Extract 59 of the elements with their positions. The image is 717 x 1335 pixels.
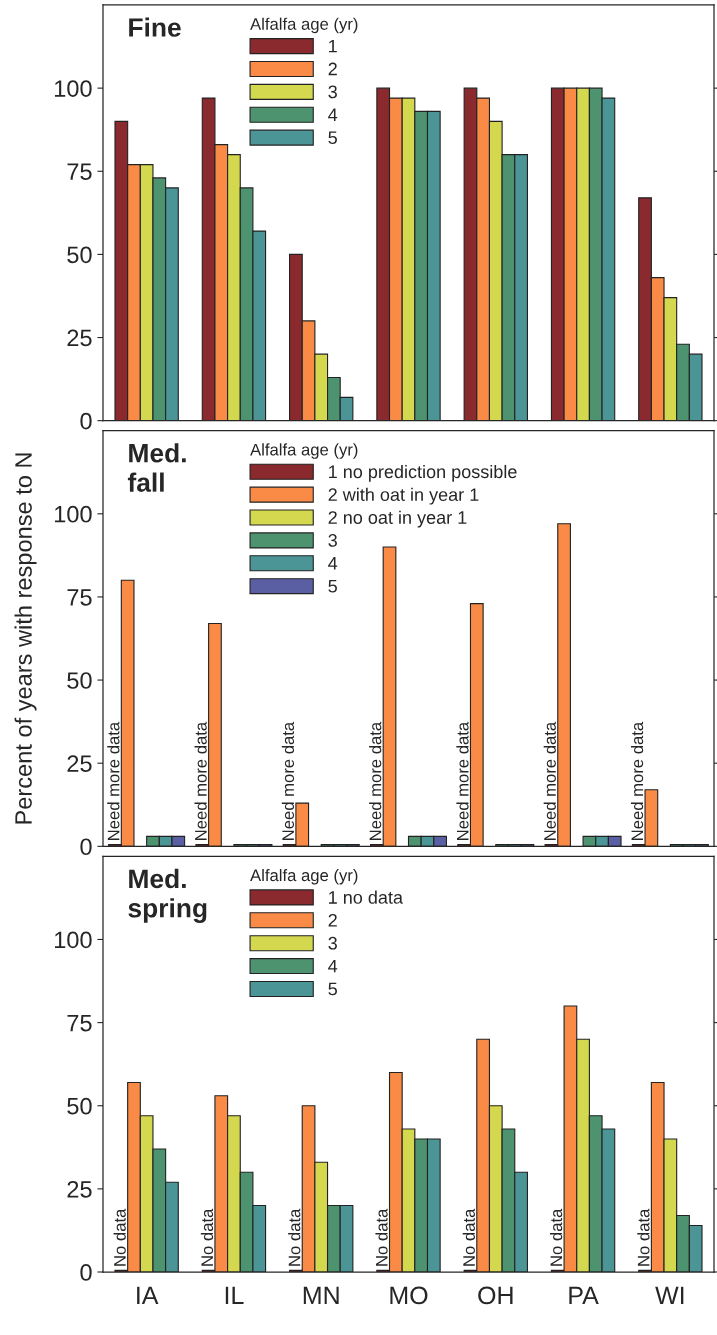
legend-title: Alfalfa age (yr) [250,868,358,885]
legend-label: 3 [328,85,337,99]
y-tick-label: 100 [54,505,92,523]
y-tick-label: 25 [67,329,92,347]
y-axis-title: Percent of years with response to N [14,453,37,824]
y-tick-label: 50 [67,672,92,689]
annotation: No data [375,1208,388,1266]
legend-label: 4 [328,557,338,570]
y-tick-label: 50 [67,246,92,264]
y-tick-label: 75 [67,163,92,181]
x-tick-label: PA [569,1286,599,1305]
y-tick-label: 75 [67,1014,92,1032]
chart-title: Fine [129,17,181,37]
legend-label: 3 [328,534,337,547]
annotation: Need more data [369,721,382,840]
y-tick-label: 0 [80,838,92,856]
legend-label: 3 [328,936,337,950]
x-tick-label: IA [137,1286,159,1305]
x-tick-label: MO [390,1286,428,1305]
y-tick-label: 25 [67,755,92,772]
annotation: No data [549,1208,563,1266]
legend-label: 2 with oat in year 1 [328,487,479,505]
x-tick-label: MN [303,1286,339,1305]
legend-label: 2 no oat in year 1 [328,510,467,528]
text: Med. spring [128,868,207,923]
y-tick-label: 75 [67,589,92,606]
legend-label: 2 [328,62,337,76]
y-tick-label: 0 [80,412,92,430]
annotation: Need more data [543,721,556,840]
annotation: Need more data [281,721,295,840]
y-tick-label: 100 [54,80,92,97]
legend-label: 1 no prediction possible [329,464,517,482]
legend-label: 1 no data [329,890,403,904]
legend-label: 2 [328,913,337,927]
text: Med. fall [127,443,186,492]
annotation: No data [288,1208,301,1266]
y-tick-label: 100 [54,931,92,949]
legend-label: 5 [328,131,337,145]
annotation: No data [462,1208,475,1266]
y-tick-label: 0 [80,1264,92,1281]
x-tick-label: OH [478,1286,513,1305]
annotation: No data [113,1208,126,1266]
y-tick-label: 50 [67,1097,92,1115]
annotation: Need more data [107,721,120,840]
legend-label: 5 [328,982,337,996]
legend-title: Alfalfa age (yr) [250,443,358,459]
annotation: Need more data [194,721,207,840]
legend-label: 4 [328,108,338,121]
annotation: No data [200,1208,214,1266]
annotation: Need more data [456,721,469,840]
legend-label: 5 [328,579,337,593]
x-tick-label: IL [225,1286,244,1305]
annotation: Need more data [630,721,644,840]
annotation: No data [637,1208,650,1266]
legend-title: Alfalfa age (yr) [250,17,358,34]
y-tick-label: 25 [67,1180,92,1198]
x-tick-label: WI [655,1286,684,1305]
legend-label: 4 [328,959,338,973]
legend-label: 1 [329,39,337,53]
